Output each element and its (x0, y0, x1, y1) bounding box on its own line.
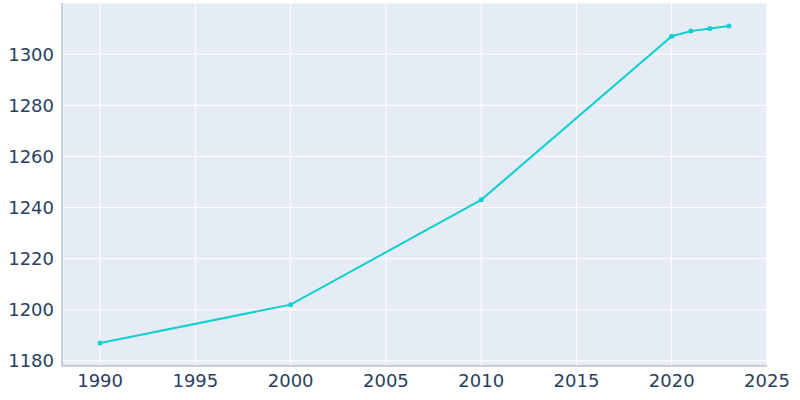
svg-text:1260: 1260 (8, 146, 54, 167)
svg-text:1240: 1240 (8, 197, 54, 218)
svg-text:2000: 2000 (268, 370, 314, 391)
svg-text:1995: 1995 (172, 370, 218, 391)
svg-text:2010: 2010 (458, 370, 504, 391)
svg-text:2020: 2020 (649, 370, 695, 391)
svg-text:1180: 1180 (8, 350, 54, 371)
svg-text:1280: 1280 (8, 95, 54, 116)
svg-text:1300: 1300 (8, 44, 54, 65)
svg-text:2025: 2025 (744, 370, 790, 391)
svg-text:2005: 2005 (363, 370, 409, 391)
svg-text:2015: 2015 (554, 370, 600, 391)
svg-text:1200: 1200 (8, 299, 54, 320)
svg-text:1220: 1220 (8, 248, 54, 269)
svg-text:1990: 1990 (77, 370, 123, 391)
